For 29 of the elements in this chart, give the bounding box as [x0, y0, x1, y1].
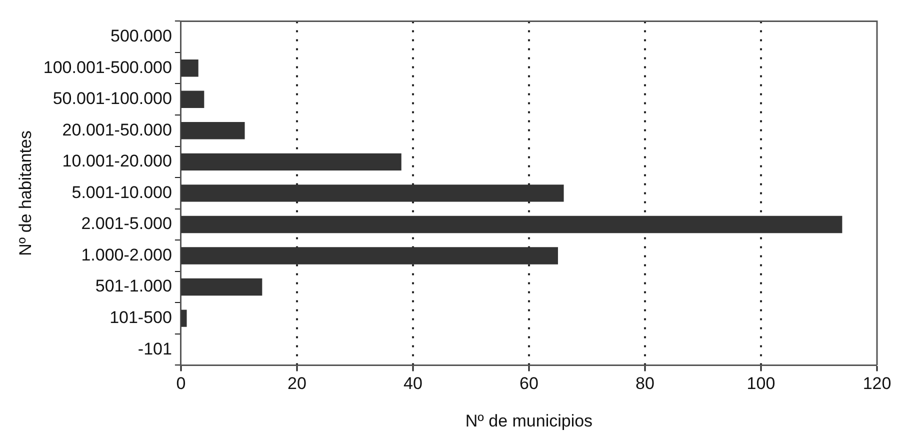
- y-tick-label: 1.000-2.000: [81, 245, 172, 264]
- x-tick-label: 0: [176, 374, 186, 394]
- x-tick-label: 60: [520, 374, 538, 394]
- x-tick-label: 80: [636, 374, 654, 394]
- y-tick-label: 50.001-100.000: [52, 89, 172, 108]
- bar: [180, 122, 245, 140]
- bar: [180, 247, 558, 264]
- y-tick-label: 20.001-50.000: [62, 120, 172, 140]
- x-tick-label: 20: [288, 374, 306, 394]
- y-tick-label: 101-500: [110, 308, 172, 327]
- y-tick-label: 2.001-5.000: [81, 214, 172, 234]
- x-axis-title: Nº de municipios: [465, 411, 593, 430]
- bar: [180, 310, 187, 327]
- y-tick-label: -101: [138, 339, 172, 358]
- y-tick-label: 5.001-10.000: [72, 182, 172, 202]
- bar: [180, 184, 564, 202]
- bar: [180, 216, 842, 234]
- bar: [180, 278, 262, 296]
- bar: [180, 90, 204, 108]
- bar: [180, 153, 402, 171]
- y-tick-label: 500.000: [110, 26, 172, 46]
- y-tick-label: 100.001-500.000: [43, 58, 172, 77]
- y-axis-title: Nº de habitantes: [16, 130, 35, 256]
- bar: [180, 60, 198, 77]
- y-tick-label: 501-1.000: [95, 276, 172, 296]
- x-tick-label: 100: [746, 374, 776, 394]
- x-tick-label: 40: [404, 374, 422, 394]
- x-tick-label: 120: [862, 374, 892, 394]
- y-tick-label: 10.001-20.000: [62, 152, 172, 171]
